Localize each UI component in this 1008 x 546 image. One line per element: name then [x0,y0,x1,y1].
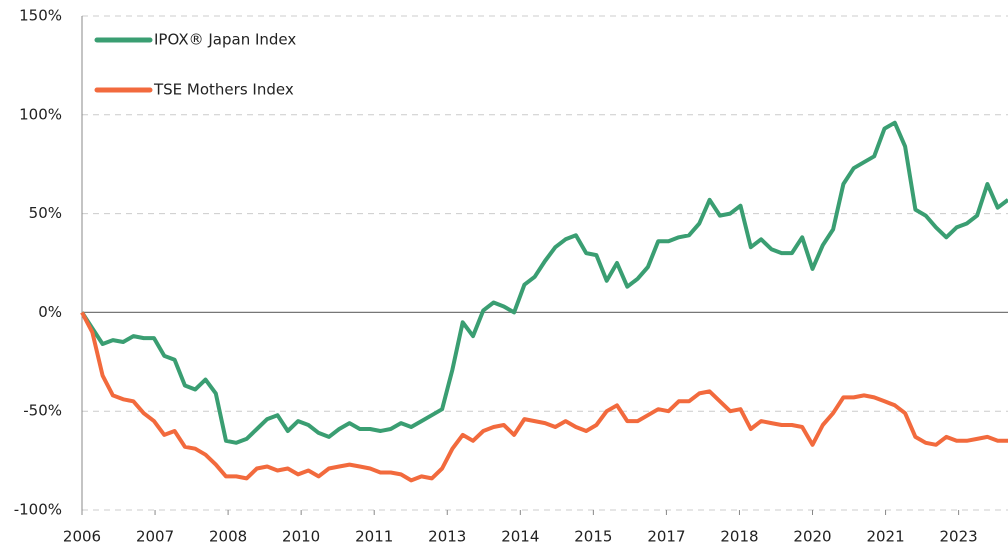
y-tick-label: -100% [14,501,62,519]
x-tick-label: 2018 [720,528,758,546]
y-tick-label: 0% [38,303,62,321]
series-line [80,120,1008,445]
x-tick-label: 2020 [793,528,831,546]
y-tick-label: -50% [23,402,62,420]
y-tick-label: 50% [29,204,62,222]
x-tick-label: 2013 [428,528,466,546]
x-tick-label: 2021 [866,528,904,546]
x-tick-label: 2010 [282,528,320,546]
legend-label: TSE Mothers Index [153,81,294,99]
x-tick-label: 2006 [63,528,101,546]
x-tick-label: 2008 [209,528,247,546]
x-tick-label: 2014 [501,528,539,546]
x-tick-label: 2011 [355,528,393,546]
x-tick-label: 2015 [574,528,612,546]
series-line [80,311,1008,483]
y-tick-label: 150% [19,7,62,25]
y-tick-label: 100% [19,105,62,123]
legend-label: IPOX® Japan Index [154,31,296,49]
x-tick-label: 2007 [136,528,174,546]
x-tick-label: 2023 [940,528,978,546]
x-tick-label: 2017 [647,528,685,546]
